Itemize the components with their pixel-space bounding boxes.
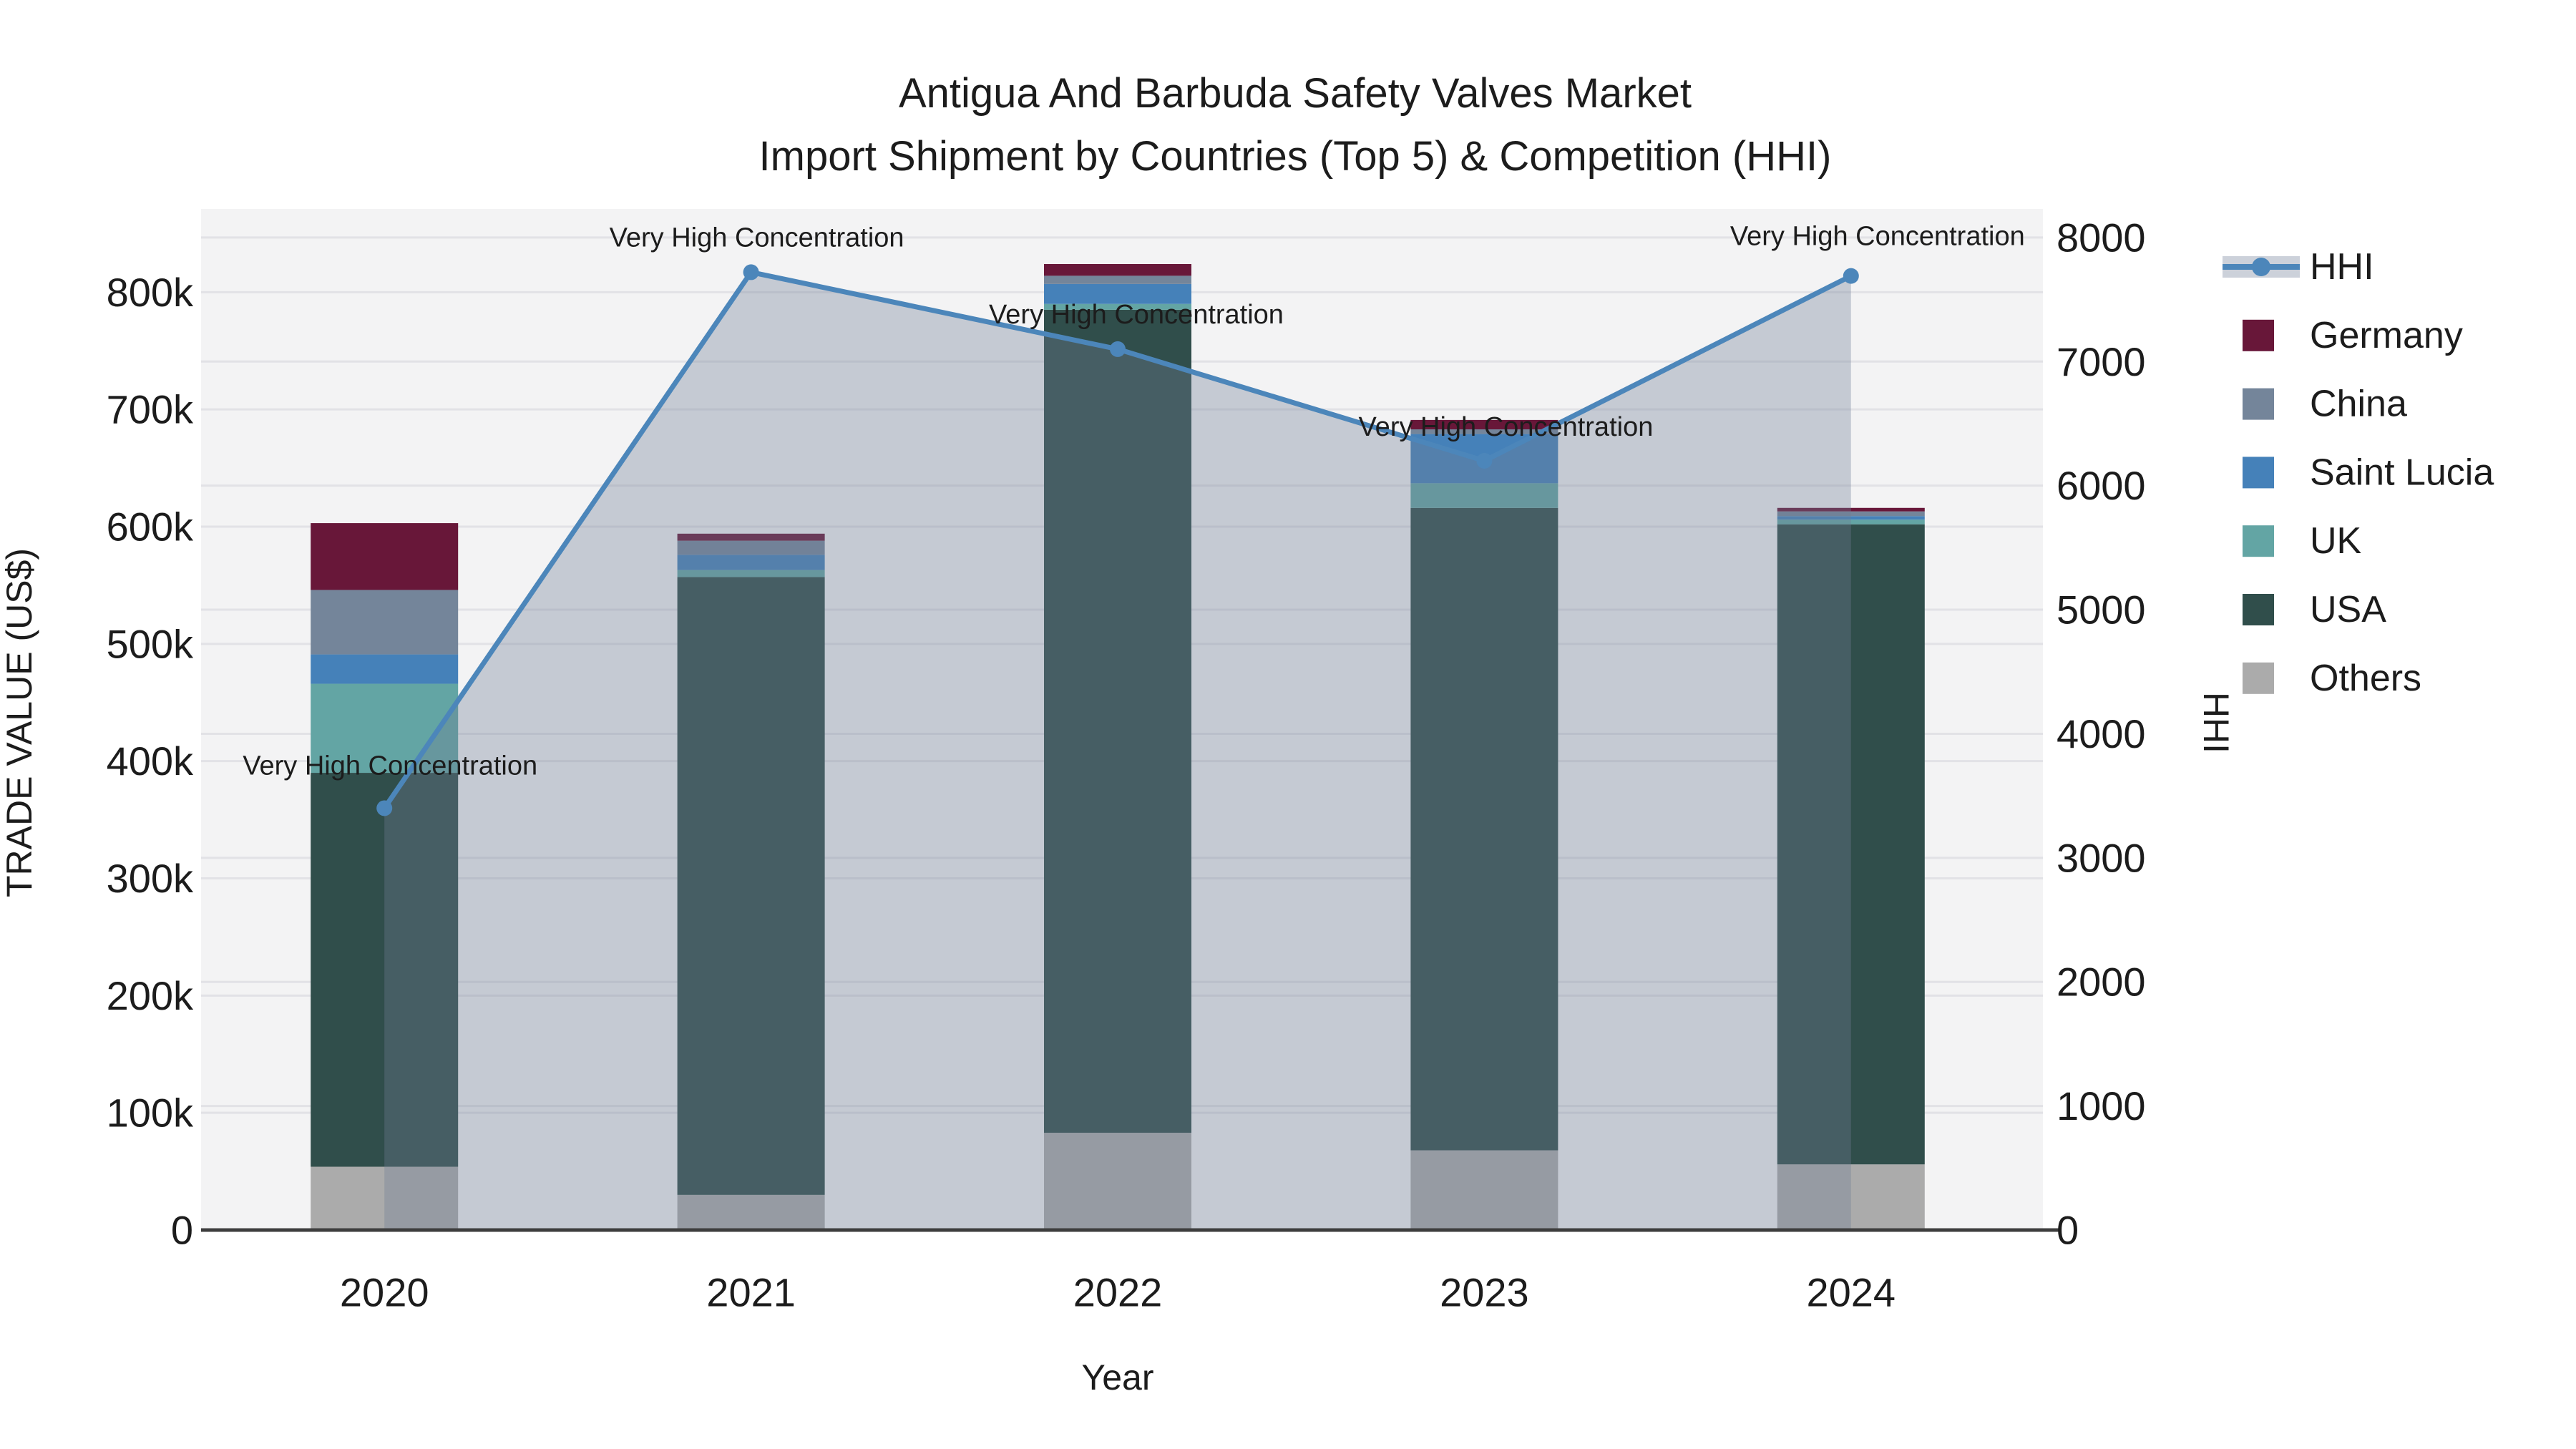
y-right-tick-label: 1000 [2057,1083,2146,1128]
x-tick-label-2022: 2022 [1073,1270,1163,1315]
bar-segment-2021-china [677,540,825,555]
y-left-tick-label: 500k [107,621,194,666]
y-left-tick-label: 0 [171,1208,193,1253]
bar-segment-2020-uk [311,683,459,774]
tick-label-layer: 0 100k 200k 300k 400k 500k 600k 700k 800k 0 1000 20… [107,215,2146,1314]
bar-segment-2022-others [1044,1133,1191,1230]
bar-segment-2020-saint-lucia [311,654,459,684]
legend-item-usa[interactable]: USA [2243,589,2386,630]
bar-segment-2023-usa [1410,507,1558,1151]
y-right-tick-label: 5000 [2057,587,2146,633]
hhi-area-fill-layer [384,272,1851,1230]
bar-segment-2023-others [1410,1150,1558,1230]
bar-segment-2024-saint-lucia [1777,516,1925,520]
legend-swatch-germany [2243,319,2274,351]
bar-segment-2024-germany [1777,507,1925,512]
y-left-tick-label: 700k [107,387,194,432]
y-left-tick-label: 300k [107,856,194,901]
hhi-point-2020 [376,800,393,816]
legend-label: Germany [2310,315,2463,356]
legend-swatch-uk [2243,525,2274,557]
annotation-hhi-2022: Very High Concentration [989,300,1284,330]
x-tick-label-2020: 2020 [340,1270,429,1315]
bar-segment-2022-china [1044,275,1191,284]
bar-segment-2024-china [1777,511,1925,517]
bar-segment-2024-usa [1777,524,1925,1165]
bar-segment-2022-saint-lucia [1044,283,1191,304]
bar-segment-2023-uk [1410,483,1558,508]
chart-title-line1: Antigua And Barbuda Safety Valves Market [899,70,1692,117]
annotation-hhi-2020: Very High Concentration [243,751,537,781]
bar-segment-2024-others [1777,1164,1925,1230]
annotation-hhi-2024: Very High Concentration [1730,222,2025,252]
x-axis-title: Year [1081,1357,1153,1397]
y-right-tick-label: 6000 [2057,463,2146,508]
y-right-tick-label: 2000 [2057,960,2146,1005]
legend-item-saint-lucia[interactable]: Saint Lucia [2243,452,2494,493]
y-right-tick-label: 4000 [2057,711,2146,756]
y-left-tick-label: 800k [107,270,194,315]
annotation-layer: Very High Concentration Very High Concent… [243,222,2025,781]
hhi-line-layer [376,264,1859,816]
bar-segment-2023-china [1410,429,1558,434]
bar-segment-2020-china [311,590,459,655]
legend-label: USA [2310,589,2386,630]
y-right-axis-title: HHI [2196,692,2236,753]
legend-item-uk[interactable]: UK [2243,520,2362,562]
x-tick-label-2024: 2024 [1807,1270,1896,1315]
bar-segment-2022-germany [1044,264,1191,276]
y-left-tick-label: 200k [107,973,194,1018]
legend-label: HHI [2310,246,2374,288]
legend-label: China [2310,384,2407,425]
hhi-legend-marker [2252,258,2270,276]
bar-segment-2024-uk [1777,519,1925,525]
y-left-tick-label: 400k [107,738,194,784]
stacked-bars-layer [311,264,1925,1230]
bar-segment-2021-usa [677,577,825,1195]
bar-segment-2022-uk [1044,303,1191,310]
y-right-tick-label: 0 [2057,1208,2079,1253]
bar-segment-2021-germany [677,533,825,541]
legend-item-others[interactable]: Others [2243,658,2421,699]
y-right-tick-label: 8000 [2057,215,2146,260]
bar-segment-2023-germany [1410,419,1558,430]
bar-segment-2021-uk [677,570,825,577]
legend-label: Others [2310,658,2421,699]
hhi-point-2022 [1110,341,1126,357]
y-left-axis-title: TRADE VALUE (US$) [0,548,39,897]
y-left-tick-label: 100k [107,1091,194,1136]
annotation-hhi-2021: Very High Concentration [610,223,904,253]
bar-segment-2021-saint-lucia [677,555,825,570]
bar-segment-2020-others [311,1166,459,1230]
legend-label: Saint Lucia [2310,452,2494,493]
y-right-tick-label: 3000 [2057,835,2146,880]
legend-item-china[interactable]: China [2243,384,2407,425]
legend: HHI Germany China Saint Lucia UK USA Others [2223,246,2494,699]
bar-segment-2020-germany [311,523,459,590]
legend-swatch-china [2243,388,2274,420]
bar-segment-2021-others [677,1194,825,1230]
hhi-point-2024 [1843,268,1859,284]
bar-segment-2020-usa [311,773,459,1167]
legend-swatch-usa [2243,594,2274,625]
hhi-area-fill [384,272,1851,1230]
legend-swatch-others [2243,662,2274,694]
bar-segment-2022-usa [1044,309,1191,1133]
annotation-hhi-2023: Very High Concentration [1358,412,1653,442]
legend-swatch-saint-lucia [2243,457,2274,489]
chart-title-line2: Import Shipment by Countries (Top 5) & C… [759,133,1832,180]
legend-item-germany[interactable]: Germany [2243,315,2463,356]
legend-item-hhi[interactable]: HHI [2223,246,2374,288]
hhi-point-2021 [743,264,759,280]
x-tick-label-2021: 2021 [706,1270,796,1315]
y-right-tick-label: 7000 [2057,339,2146,384]
legend-label: UK [2310,520,2362,562]
hhi-point-2023 [1476,452,1493,469]
y-left-tick-label: 600k [107,504,194,549]
x-tick-label-2023: 2023 [1440,1270,1529,1315]
